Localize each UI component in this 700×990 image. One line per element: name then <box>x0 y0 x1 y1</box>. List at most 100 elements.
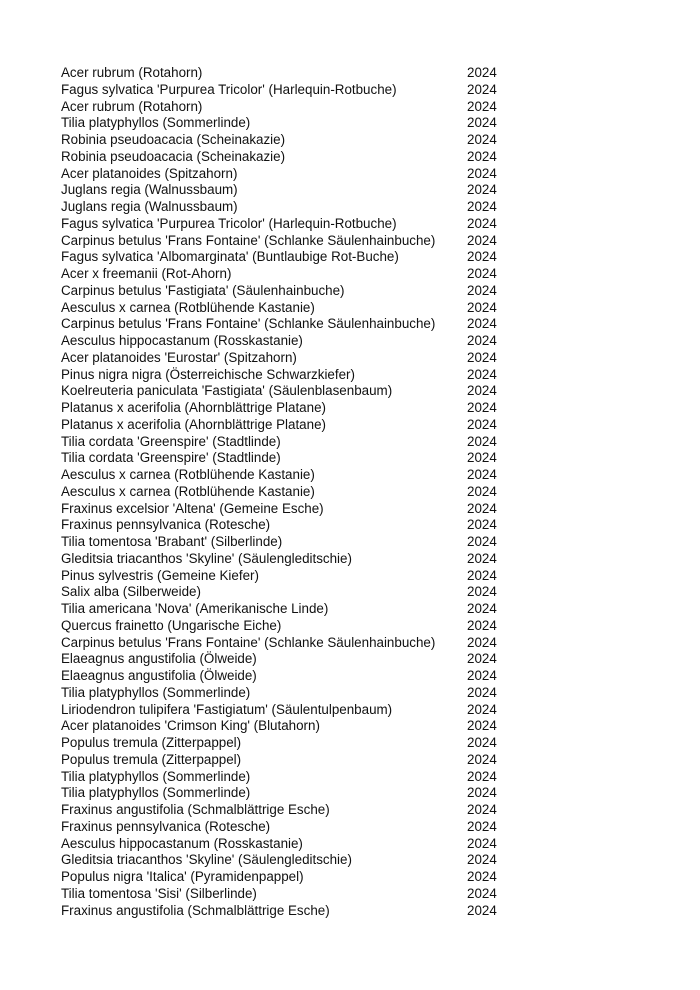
list-row: Carpinus betulus 'Frans Fontaine' (Schla… <box>61 316 501 333</box>
list-row: Tilia tomentosa 'Sisi' (Silberlinde) 2024 <box>61 886 501 903</box>
list-row: Tilia platyphyllos (Sommerlinde) 2024 <box>61 785 501 802</box>
tree-name: Fraxinus angustifolia (Schmalblättrige E… <box>61 802 330 817</box>
tree-name: Tilia cordata 'Greenspire' (Stadtlinde) <box>61 433 281 449</box>
tree-name: Fagus sylvatica 'Albomarginata' (Buntlau… <box>61 249 399 265</box>
planting-year: 2024 <box>467 232 497 248</box>
planting-year: 2024 <box>467 148 497 164</box>
tree-name: Carpinus betulus 'Frans Fontaine' (Schla… <box>61 316 436 332</box>
list-row: Fagus sylvatica 'Purpurea Tricolor' (Har… <box>61 216 501 233</box>
planting-year: 2024 <box>467 366 497 382</box>
planting-year: 2024 <box>467 316 497 332</box>
tree-name: Juglans regia (Walnussbaum) <box>61 182 238 198</box>
planting-year: 2024 <box>467 751 497 767</box>
list-row: Acer platanoides 'Eurostar' (Spitzahorn)… <box>61 350 501 367</box>
tree-name: Elaeagnus angustifolia (Ölweide) <box>61 668 257 683</box>
planting-year: 2024 <box>467 651 497 667</box>
list-row: Populus tremula (Zitterpappel) 2024 <box>61 752 501 769</box>
tree-name: Carpinus betulus 'Frans Fontaine' (Schla… <box>61 634 436 650</box>
list-row: Fagus sylvatica 'Purpurea Tricolor' (Har… <box>61 82 501 99</box>
planting-year: 2024 <box>467 115 497 131</box>
list-row: Tilia cordata 'Greenspire' (Stadtlinde) 2… <box>61 450 501 467</box>
planting-year: 2024 <box>467 534 497 549</box>
tree-name: Populus nigra 'Italica' (Pyramidenpappel… <box>61 869 304 884</box>
list-row: Tilia americana 'Nova' (Amerikanische Li… <box>61 601 501 618</box>
tree-name: Salix alba (Silberweide) <box>61 584 201 600</box>
list-row: Tilia cordata 'Greenspire' (Stadtlinde) 2… <box>61 434 501 451</box>
list-row: Fraxinus pennsylvanica (Rotesche) 2024 <box>61 819 501 836</box>
tree-name: Liriodendron tulipifera 'Fastigiatum' (S… <box>61 701 393 717</box>
tree-name: Koelreuteria paniculata 'Fastigiata' (Sä… <box>61 383 393 399</box>
planting-year: 2024 <box>467 567 497 583</box>
planting-year: 2024 <box>467 282 497 298</box>
tree-name: Elaeagnus angustifolia (Ölweide) <box>61 651 257 667</box>
planting-year: 2024 <box>467 634 497 650</box>
list-row: Aesculus x carnea (Rotblühende Kastanie)… <box>61 467 501 484</box>
planting-year: 2024 <box>467 885 497 901</box>
tree-name: Robinia pseudoacacia (Scheinakazie) <box>61 148 286 164</box>
tree-name: Platanus x acerifolia (Ahornblättrige Pl… <box>61 400 326 415</box>
tree-name: Tilia platyphyllos (Sommerlinde) <box>61 115 251 131</box>
list-row: Platanus x acerifolia (Ahornblättrige Pl… <box>61 417 501 434</box>
tree-name: Fagus sylvatica 'Purpurea Tricolor' (Har… <box>61 215 397 231</box>
tree-name: Gleditsia triacanthos 'Skyline' (Säuleng… <box>61 852 352 868</box>
tree-name: Fraxinus pennsylvanica (Rotesche) <box>61 818 271 834</box>
list-row: Populus nigra 'Italica' (Pyramidenpappel… <box>61 869 501 886</box>
planting-year: 2024 <box>467 668 497 683</box>
planting-year: 2024 <box>467 601 497 616</box>
planting-year: 2024 <box>467 65 497 80</box>
planting-year: 2024 <box>467 349 497 365</box>
planting-year: 2024 <box>467 869 497 884</box>
planting-year: 2024 <box>467 199 497 214</box>
list-row: Elaeagnus angustifolia (Ölweide) 2024 <box>61 651 501 668</box>
list-row: Juglans regia (Walnussbaum) 2024 <box>61 199 501 216</box>
tree-name: Carpinus betulus 'Frans Fontaine' (Schla… <box>61 232 436 248</box>
tree-name: Acer platanoides 'Crimson King' (Blutaho… <box>61 718 320 734</box>
list-row: Quercus frainetto (Ungarische Eiche) 2024 <box>61 618 501 635</box>
planting-year: 2024 <box>467 98 497 114</box>
list-row: Fraxinus angustifolia (Schmalblättrige E… <box>61 802 501 819</box>
list-row: Robinia pseudoacacia (Scheinakazie) 2024 <box>61 149 501 166</box>
planting-year: 2024 <box>467 182 497 198</box>
list-row: Carpinus betulus 'Frans Fontaine' (Schla… <box>61 635 501 652</box>
tree-name: Aesculus hippocastanum (Rosskastanie) <box>61 835 303 851</box>
planting-year: 2024 <box>467 400 497 415</box>
planting-year: 2024 <box>467 299 497 315</box>
planting-year: 2024 <box>467 701 497 717</box>
tree-list: Acer rubrum (Rotahorn) 2024 Fagus sylvatic… <box>61 65 501 919</box>
tree-name: Juglans regia (Walnussbaum) <box>61 199 238 214</box>
list-row: Acer x freemanii (Rot-Ahorn) 2024 <box>61 266 501 283</box>
planting-year: 2024 <box>467 852 497 868</box>
tree-name: Tilia americana 'Nova' (Amerikanische Li… <box>61 601 329 616</box>
list-row: Acer platanoides (Spitzahorn) 2024 <box>61 166 501 183</box>
list-row: Liriodendron tulipifera 'Fastigiatum' (S… <box>61 702 501 719</box>
list-row: Carpinus betulus 'Frans Fontaine' (Schla… <box>61 233 501 250</box>
planting-year: 2024 <box>467 333 497 348</box>
planting-year: 2024 <box>467 467 497 482</box>
list-row: Koelreuteria paniculata 'Fastigiata' (Sä… <box>61 383 501 400</box>
list-row: Pinus sylvestris (Gemeine Kiefer) 2024 <box>61 568 501 585</box>
tree-name: Aesculus hippocastanum (Rosskastanie) <box>61 333 303 348</box>
tree-name: Tilia tomentosa 'Brabant' (Silberlinde) <box>61 534 283 549</box>
tree-name: Tilia platyphyllos (Sommerlinde) <box>61 785 251 801</box>
planting-year: 2024 <box>467 81 497 97</box>
tree-name: Pinus sylvestris (Gemeine Kiefer) <box>61 567 259 583</box>
tree-name: Tilia platyphyllos (Sommerlinde) <box>61 684 251 700</box>
planting-year: 2024 <box>467 433 497 449</box>
tree-name: Populus tremula (Zitterpappel) <box>61 735 242 750</box>
tree-name: Fraxinus pennsylvanica (Rotesche) <box>61 517 271 533</box>
list-row: Tilia tomentosa 'Brabant' (Silberlinde) 2… <box>61 534 501 551</box>
planting-year: 2024 <box>467 835 497 851</box>
planting-year: 2024 <box>467 802 497 817</box>
tree-name: Carpinus betulus 'Fastigiata' (Säulenhai… <box>61 282 345 298</box>
list-row: Aesculus x carnea (Rotblühende Kastanie)… <box>61 300 501 317</box>
list-row: Elaeagnus angustifolia (Ölweide) 2024 <box>61 668 501 685</box>
planting-year: 2024 <box>467 450 497 466</box>
tree-name: Aesculus x carnea (Rotblühende Kastanie) <box>61 467 315 482</box>
planting-year: 2024 <box>467 617 497 633</box>
list-row: Acer rubrum (Rotahorn) 2024 <box>61 99 501 116</box>
planting-year: 2024 <box>467 383 497 399</box>
tree-name: Tilia tomentosa 'Sisi' (Silberlinde) <box>61 885 257 901</box>
list-row: Carpinus betulus 'Fastigiata' (Säulenhai… <box>61 283 501 300</box>
tree-name: Fagus sylvatica 'Purpurea Tricolor' (Har… <box>61 81 397 97</box>
planting-year: 2024 <box>467 416 497 432</box>
